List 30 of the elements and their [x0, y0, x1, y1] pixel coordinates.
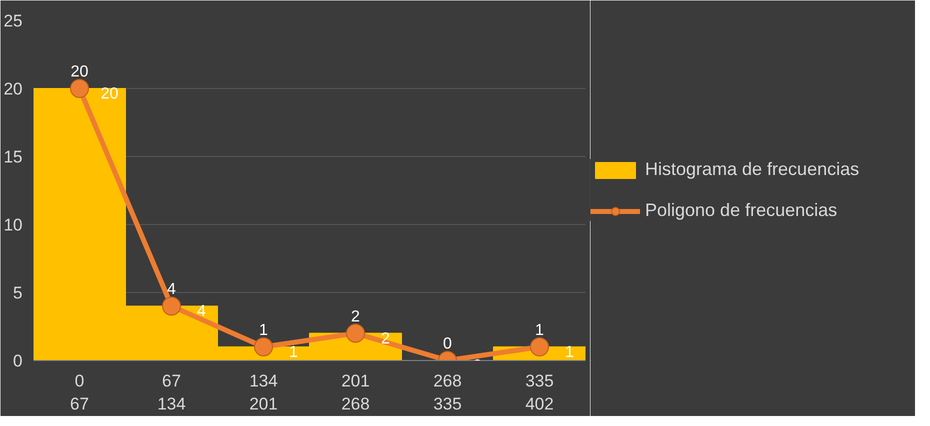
data-label: 1 — [565, 344, 574, 361]
y-tick-label: 5 — [13, 284, 23, 302]
data-label: 2 — [351, 308, 360, 326]
data-label: 20 — [70, 64, 88, 80]
legend-label: Poligono de frecuencias — [645, 200, 838, 221]
legend-label: Histograma de frecuencias — [645, 159, 860, 180]
data-label: 1 — [259, 322, 268, 339]
point — [254, 337, 273, 356]
data-label: 0 — [443, 336, 452, 352]
x-tick-label: 201 268 — [341, 372, 370, 414]
x-tick-label: 67 134 — [157, 372, 186, 414]
x-tick-label: 268 335 — [433, 372, 462, 414]
data-label: 20 — [100, 86, 118, 102]
point — [346, 324, 365, 343]
x-tick-label: 0 67 — [70, 372, 89, 414]
data-label: 1 — [289, 344, 298, 361]
point — [70, 79, 89, 98]
x-tick-label: 335 402 — [525, 372, 554, 414]
data-label: 4 — [167, 281, 176, 298]
data-label: 2 — [381, 330, 390, 348]
point — [530, 337, 549, 356]
y-tick-label: 25 — [4, 12, 23, 30]
y-tick-label: 0 — [13, 352, 23, 370]
data-label: 4 — [197, 303, 206, 320]
y-tick-label: 10 — [4, 216, 23, 234]
y-tick-label: 15 — [4, 148, 23, 166]
x-tick-label: 134 201 — [249, 372, 278, 414]
y-tick-label: 20 — [4, 80, 23, 98]
data-label: 1 — [535, 322, 544, 339]
point — [162, 296, 181, 316]
